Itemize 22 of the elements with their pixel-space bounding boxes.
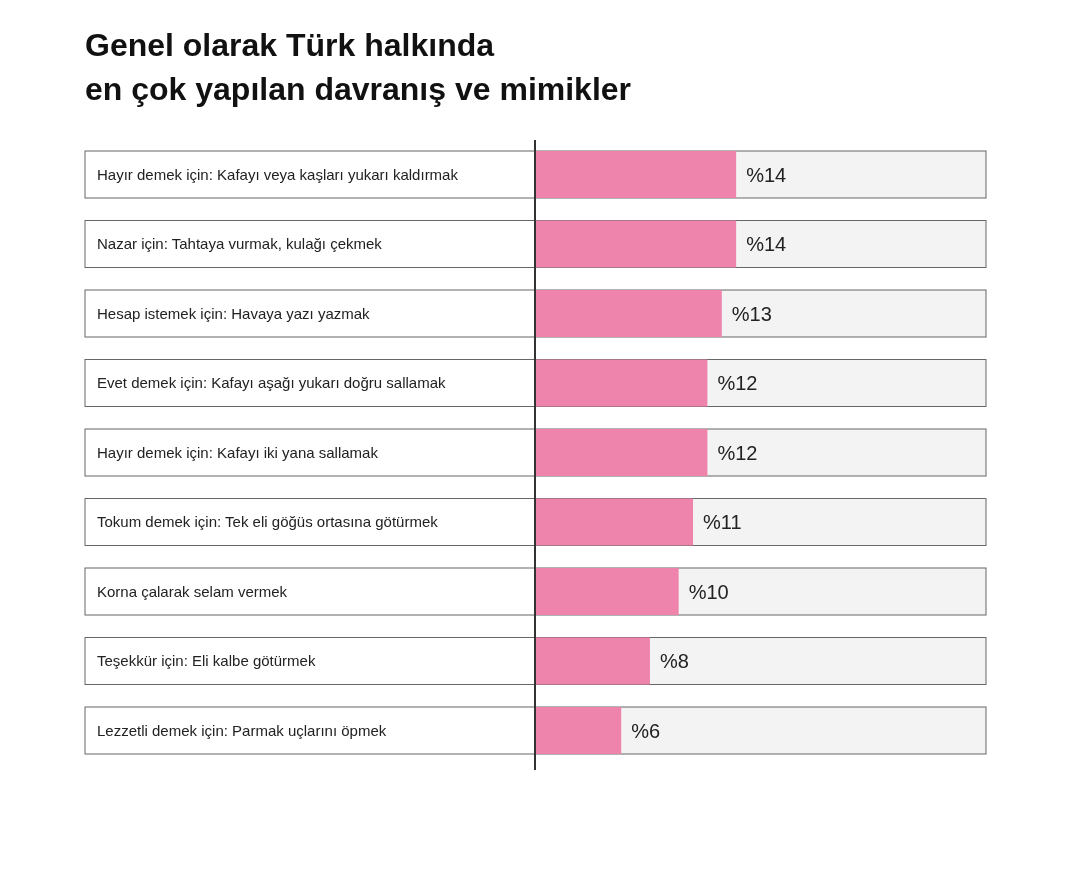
data-label: %13 — [731, 302, 772, 325]
data-label: %14 — [746, 163, 787, 186]
data-label: %12 — [717, 441, 758, 464]
data-label: %12 — [717, 372, 758, 394]
y-tick-label: Hayır demek için: Kafayı iki yana sallamak — [97, 443, 379, 461]
data-label: %11 — [703, 511, 742, 533]
data-label: %8 — [659, 650, 689, 672]
data-label: %14 — [746, 233, 787, 255]
y-tick-label: Hayır demek için: Kafayı veya kaşları yukarı kaldırmak — [97, 165, 459, 183]
data-label: %6 — [631, 719, 661, 742]
y-tick-label: Hesap istemek için: Havaya yazı yazmak — [97, 304, 371, 322]
chart-title: Genel olarak Türk halkında en çok yapılan davranış ve mimikler — [85, 27, 632, 107]
y-tick-label: Korna çalarak selam vermek — [97, 582, 288, 600]
bar — [535, 568, 679, 615]
y-tick-label: Evet demek için: Kafayı aşağı yukarı doğru sallamak — [97, 374, 446, 391]
y-tick-label: Teşekkür için: Eli kalbe götürmek — [97, 652, 316, 669]
data-label: %10 — [688, 580, 729, 603]
bar — [535, 637, 650, 685]
y-tick-label: Lezzetli demek için: Parmak uçlarını öpmek — [97, 721, 387, 739]
y-tick-label: Nazar için: Tahtaya vurmak, kulağı çekmek — [97, 235, 383, 252]
bar — [535, 707, 622, 754]
y-tick-label: Tokum demek için: Tek eli göğüs ortasına götürmek — [97, 513, 439, 530]
